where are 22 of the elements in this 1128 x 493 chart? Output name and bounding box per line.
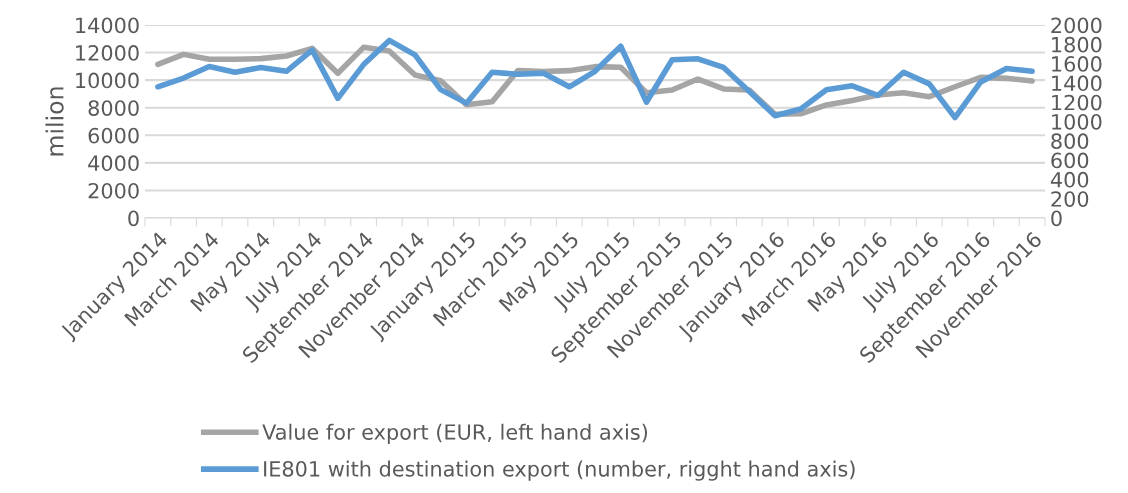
y2-tick-label: 400 xyxy=(1050,171,1089,188)
y2-tick-label: 2000 xyxy=(1051,17,1102,34)
y2-tick-label: 1600 xyxy=(1052,56,1102,72)
y-tick-label: 4000 xyxy=(88,155,139,172)
y-axis-title: milion xyxy=(45,87,64,156)
y2-tick-label: 200 xyxy=(1051,191,1089,207)
y2-tick-label: 1800 xyxy=(1052,36,1102,53)
y2-tick-label: 600 xyxy=(1051,152,1089,169)
legend-label: Value for export (EUR, left hand axis) xyxy=(262,423,648,444)
y2-tick-label: 1200 xyxy=(1052,94,1102,111)
legend-label: IE801 with destination export (number, rigght hand axis) xyxy=(264,460,855,481)
y-tick-label: 6000 xyxy=(88,127,139,144)
y-tick-label: 12000 xyxy=(76,45,139,61)
y2-tick-label: 1400 xyxy=(1052,75,1102,92)
y2-tick-label: 800 xyxy=(1051,133,1089,150)
y-tick-label: 8000 xyxy=(88,100,139,116)
y2-tick-label: 0 xyxy=(1051,210,1062,227)
y-tick-label: 14000 xyxy=(76,17,139,34)
y-tick-label: 10000 xyxy=(76,72,139,89)
y2-tick-label: 1000 xyxy=(1052,113,1102,130)
y-tick-label: 0 xyxy=(128,210,139,227)
y-tick-label: 2000 xyxy=(88,182,139,199)
